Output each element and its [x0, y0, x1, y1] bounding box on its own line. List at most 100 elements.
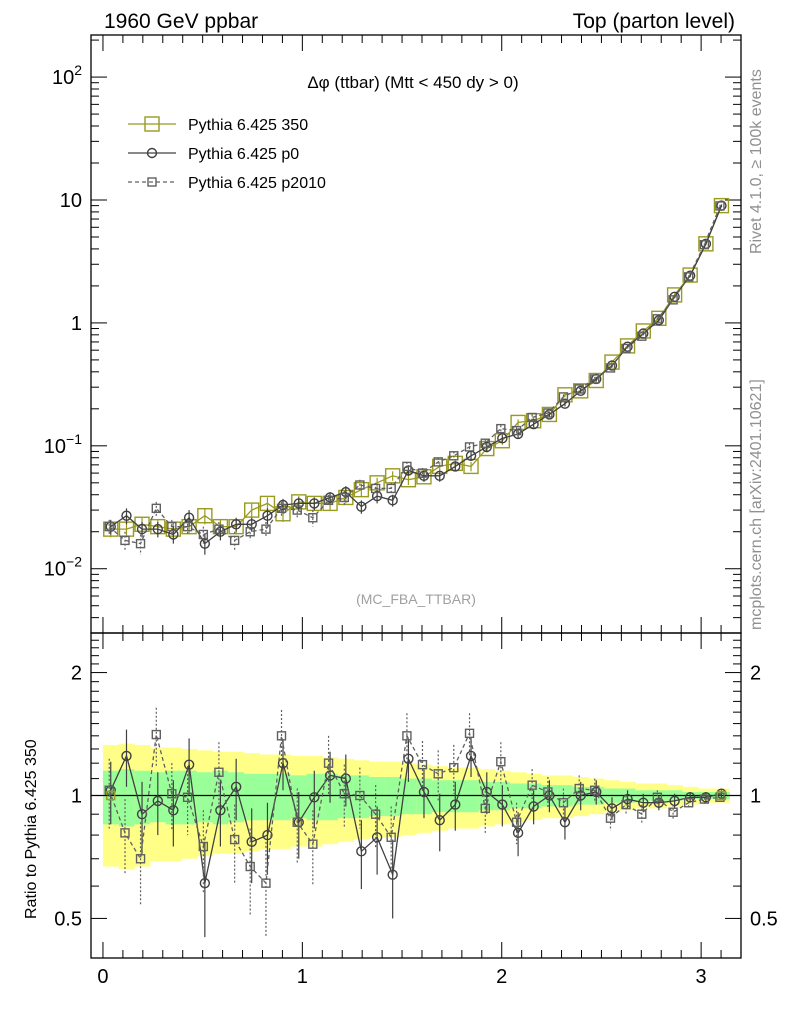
ratio-x-tick-label: 3: [696, 966, 707, 988]
data-point: [276, 503, 287, 514]
data-point: [167, 521, 177, 532]
data-point: [527, 412, 537, 423]
ratio-point: [340, 773, 352, 784]
ratio-x-tick-label: 1: [297, 966, 308, 988]
ratio-y-tick-label: 1: [71, 786, 82, 808]
main-y-tick-label: 10−1: [44, 431, 82, 458]
data-point: [152, 523, 163, 535]
data-point: [528, 418, 539, 430]
ratio-point: [496, 756, 506, 767]
ratio-point: [605, 813, 616, 823]
uncertainty-band-inner: [118, 769, 135, 827]
legend-label: Pythia 6.425 p2010: [188, 175, 326, 192]
data-point: [572, 383, 589, 399]
data-point: [214, 524, 224, 534]
ratio-point: [262, 829, 273, 841]
ratio-point: [558, 798, 569, 808]
ratio-point: [339, 789, 350, 799]
data-point: [246, 519, 257, 530]
ratio-point: [434, 814, 445, 826]
ratio-point: [355, 790, 365, 801]
ratio-point: [575, 790, 586, 801]
ratio-y-tick-label-right: 2: [750, 663, 761, 685]
plot-title: Δφ (ttbar) (Mtt < 450 dy > 0): [307, 73, 518, 92]
ratio-point: [683, 798, 694, 808]
ratio-point: [606, 803, 618, 814]
data-point: [682, 267, 698, 283]
data-point: [323, 495, 334, 506]
main-panel: 10−2 10−1 1 10 102 Δφ (ttbar) (Mtt < 450 dy …: [44, 34, 742, 634]
ratio-ylabel: Ratio to Pythia 6.425 350: [23, 739, 40, 919]
ratio-point: [246, 836, 257, 848]
ratio-point: [699, 794, 710, 804]
data-point: [715, 201, 725, 211]
data-point: [544, 409, 555, 420]
data-point: [355, 480, 365, 490]
data-point: [370, 483, 381, 494]
mcplots-label: mcplots.cern.ch [arXiv:2401.10621]: [748, 379, 765, 630]
series-2: [104, 201, 725, 555]
ratio-point: [449, 762, 459, 773]
ratio-point: [198, 841, 209, 852]
data-point: [638, 328, 649, 339]
ratio-point: [386, 832, 396, 843]
data-point: [588, 372, 604, 389]
ratio-point: [182, 792, 193, 802]
ratio-y-tick-label: 0.5: [54, 908, 82, 930]
ratio-point: [669, 795, 680, 807]
ratio-point: [528, 801, 539, 812]
ratio-point: [277, 757, 289, 769]
ratio-point: [622, 793, 633, 805]
ratio-point: [684, 792, 696, 803]
data-point: [683, 272, 694, 282]
data-point: [621, 343, 631, 354]
data-point: [353, 481, 370, 498]
ratio-point: [183, 759, 195, 770]
data-point: [229, 535, 240, 546]
ratio-series-line: [108, 731, 721, 885]
data-point: [417, 468, 428, 478]
data-point: [120, 535, 130, 546]
data-point: [605, 363, 616, 373]
legend-label: Pythia 6.425 p0: [188, 146, 299, 163]
ratio-frame: [90, 632, 742, 959]
ratio-point: [167, 789, 177, 799]
ratio-point: [215, 805, 226, 816]
legend-marker: [146, 147, 158, 159]
ratio-point: [261, 878, 271, 888]
legend-marker: [147, 177, 157, 187]
main-y-tick-label: 102: [52, 62, 82, 89]
data-point: [434, 470, 445, 482]
data-point: [668, 295, 678, 305]
legend: Pythia 6.425 350 Pythia 6.425 p0 Pythia 6.…: [128, 116, 326, 192]
ratio-point: [308, 839, 318, 849]
data-point: [308, 513, 318, 523]
data-point: [590, 374, 600, 384]
ratio-panel: 0.5 0.5 1 1 2 2 0 1 2 3 Ratio to Pythia 6.425 350: [23, 632, 778, 988]
ratio-y-tick-label: 2: [71, 663, 82, 685]
ratio-point: [121, 750, 132, 762]
data-point: [198, 529, 209, 540]
data-point: [559, 398, 571, 409]
data-point: [606, 360, 618, 371]
uncertainty-band-inner: [243, 773, 260, 821]
ratio-point: [480, 803, 490, 814]
data-point: [356, 501, 367, 512]
ratio-point: [497, 799, 508, 810]
ratio-point: [574, 783, 584, 794]
uncertainty-band-inner: [259, 773, 276, 821]
main-y-tick-label: 10: [60, 190, 82, 212]
ratio-point: [323, 758, 334, 768]
series-line: [108, 205, 721, 545]
data-point: [713, 197, 730, 214]
ratio-point: [668, 807, 678, 817]
ratio-point: [512, 827, 524, 839]
ratio-point: [637, 809, 647, 819]
data-point: [418, 470, 430, 482]
data-point: [197, 508, 213, 524]
ratio-point: [370, 809, 381, 819]
data-point: [450, 461, 461, 472]
data-point: [261, 524, 271, 534]
ratio-point: [230, 781, 242, 793]
